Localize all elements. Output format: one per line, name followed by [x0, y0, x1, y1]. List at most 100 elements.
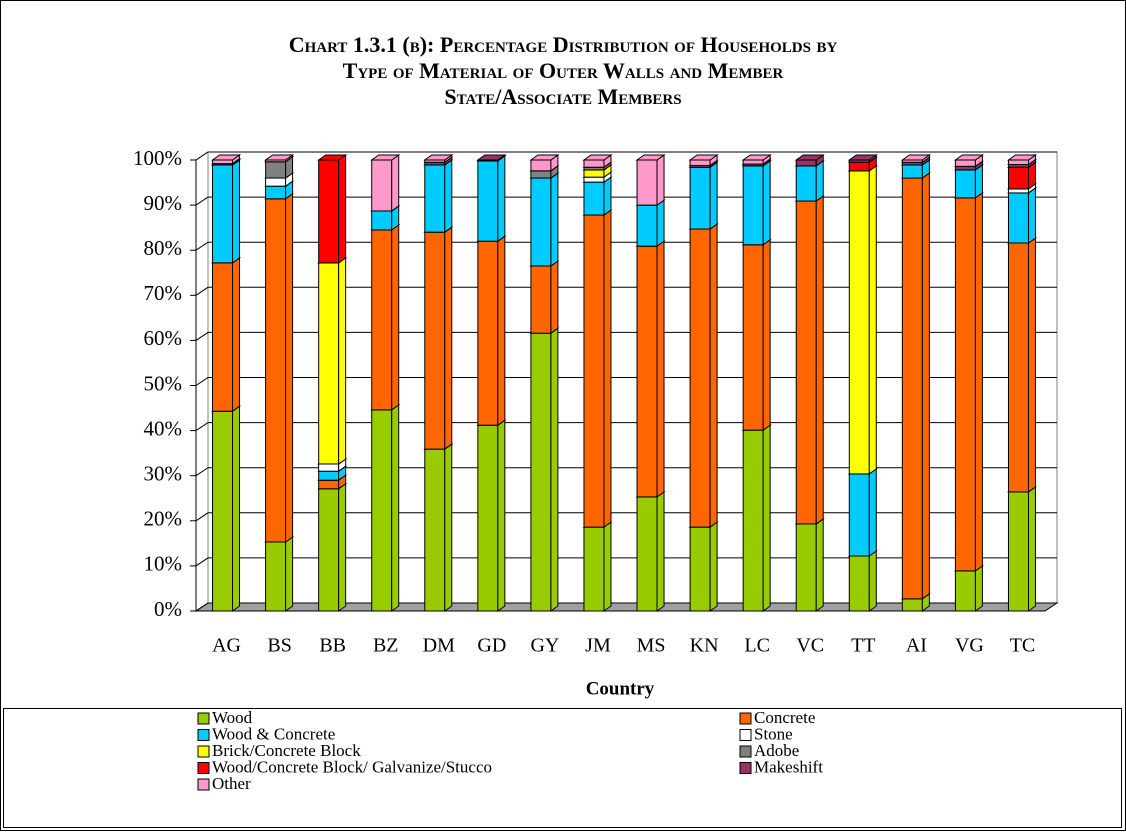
bar-segment: [689, 166, 711, 230]
legend-label: Wood: [212, 708, 253, 727]
bar-segment: [954, 165, 976, 171]
legend-label: Concrete: [754, 708, 815, 727]
bar-side: [444, 158, 453, 234]
x-tick-label: TC: [1010, 635, 1036, 657]
bar-top: [1006, 154, 1038, 161]
bar-segment: [1007, 166, 1029, 190]
bar-side: [656, 199, 665, 248]
bar-side: [762, 238, 771, 432]
y-tick-label: 70%: [144, 281, 183, 305]
bar-segment: [530, 332, 552, 612]
bar-side: [444, 443, 453, 612]
x-tick-label: VC: [796, 635, 824, 657]
y-tick-label: 50%: [144, 371, 183, 395]
x-axis-label: Country: [586, 678, 655, 699]
bar-top: [476, 154, 507, 161]
legend-swatch: [197, 712, 210, 725]
bar-segment: [212, 262, 234, 412]
legend: [3, 708, 1122, 828]
bar-side: [232, 256, 241, 413]
bar-side: [656, 154, 665, 207]
bar-side: [815, 195, 824, 525]
x-tick-label: KN: [690, 635, 719, 657]
bar-side: [974, 163, 983, 199]
bar-side: [1027, 485, 1036, 612]
legend-label: Makeshift: [754, 757, 823, 776]
grid-line: [195, 377, 1057, 386]
y-tick-label: 30%: [144, 462, 183, 486]
bar-side: [868, 550, 877, 612]
bar-side: [709, 161, 718, 230]
x-tick-label: LC: [744, 635, 770, 657]
bar-segment: [530, 265, 552, 334]
bar-segment: [371, 159, 393, 212]
legend-label: Brick/Concrete Block: [212, 741, 361, 760]
bar-top: [847, 154, 878, 161]
bar-segment: [689, 159, 711, 166]
y-tick-label: 90%: [144, 191, 183, 215]
bar-side: [868, 164, 877, 475]
bar-side: [285, 536, 294, 612]
bar-segment: [795, 200, 817, 525]
bar-segment: [689, 526, 711, 612]
bar-segment: [689, 228, 711, 528]
bar-segment: [742, 159, 764, 165]
bar-segment: [742, 429, 764, 612]
grid-line: [195, 196, 1057, 206]
bar-segment: [954, 570, 976, 612]
grid-line: [195, 467, 1057, 477]
bar-segment: [477, 160, 499, 242]
bar-segment: [371, 210, 393, 231]
x-tick-label: MS: [637, 635, 666, 657]
bar-side: [497, 154, 506, 243]
bar-side: [656, 240, 665, 498]
bar-side: [550, 172, 559, 267]
bar-segment: [742, 244, 764, 431]
bar-side: [815, 517, 824, 612]
bar-side: [338, 256, 347, 465]
grid-line: [195, 557, 1057, 567]
bar-segment: [477, 240, 499, 426]
legend-label: Wood & Concrete: [212, 724, 335, 743]
bar-side: [656, 490, 665, 612]
bar-segment: [318, 470, 340, 481]
x-tick-label: AG: [212, 635, 241, 657]
bar-segment: [954, 169, 976, 199]
bar-side: [974, 191, 983, 572]
bar-top: [635, 154, 666, 161]
bar-segment: [636, 204, 658, 247]
bar-side: [444, 226, 453, 451]
bar-side: [338, 154, 347, 264]
bar-segment: [212, 159, 234, 165]
grid-line: [195, 602, 1057, 612]
bar-segment: [848, 473, 870, 557]
bar-top: [529, 154, 560, 161]
bar-side: [391, 403, 400, 612]
bar-top: [210, 154, 242, 161]
x-tick-label: BZ: [373, 635, 399, 657]
grid-line: [195, 422, 1057, 432]
bar-top: [953, 154, 984, 161]
bar-segment: [848, 555, 870, 612]
bar-side: [391, 154, 400, 212]
bar-top: [370, 154, 401, 161]
x-tick-label: VG: [955, 635, 984, 657]
bar-segment: [1007, 491, 1029, 612]
bar-segment: [265, 185, 287, 200]
grid-line: [195, 241, 1057, 251]
x-tick-label: JM: [585, 635, 611, 657]
bar-side: [921, 172, 930, 600]
bar-segment: [265, 161, 287, 179]
bar-segment: [901, 598, 923, 612]
bar-segment: [318, 159, 340, 264]
y-tick-label: 40%: [144, 416, 183, 440]
grid-line: [195, 286, 1057, 296]
legend-swatch: [739, 762, 752, 774]
chart-title: Type of Material of Outer Walls and Memb…: [343, 58, 784, 83]
bar-top: [423, 154, 454, 161]
y-tick-label: 20%: [144, 507, 183, 531]
x-tick-label: GD: [477, 635, 506, 657]
bar-side: [232, 158, 241, 264]
bar-side: [762, 159, 771, 246]
